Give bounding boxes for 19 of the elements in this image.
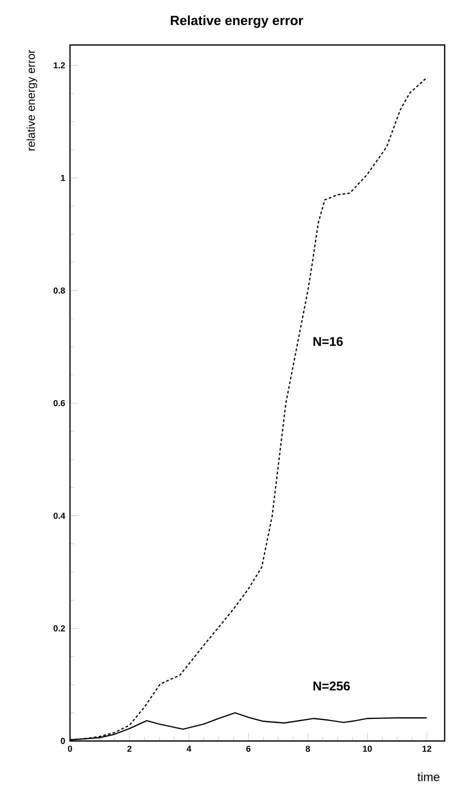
x-tick-label: 12 <box>422 746 432 752</box>
x-axis-title: time <box>417 772 440 782</box>
series-label: N=16 <box>313 337 343 346</box>
y-tick-label: 0.6 <box>54 400 65 406</box>
x-tick-label: 6 <box>246 746 250 752</box>
y-tick-label: 0 <box>60 738 65 744</box>
x-tick-label: 8 <box>306 746 310 752</box>
y-tick-label: 0.2 <box>54 625 65 632</box>
text: N=256 <box>313 682 350 690</box>
chart-title: Relative energy error <box>170 15 304 28</box>
x-tick-label: 2 <box>127 746 132 752</box>
y-tick-label: 1.2 <box>54 62 65 68</box>
y-tick-label: 1 <box>61 174 66 181</box>
y-tick-label: 0.8 <box>54 287 66 294</box>
x-tick-label: 4 <box>186 746 192 752</box>
y-axis-title: relative energy error <box>26 50 38 150</box>
y-tick-label: 0.4 <box>54 512 66 519</box>
x-tick-label: 10 <box>363 746 372 752</box>
x-tick-label: 0 <box>68 746 72 752</box>
